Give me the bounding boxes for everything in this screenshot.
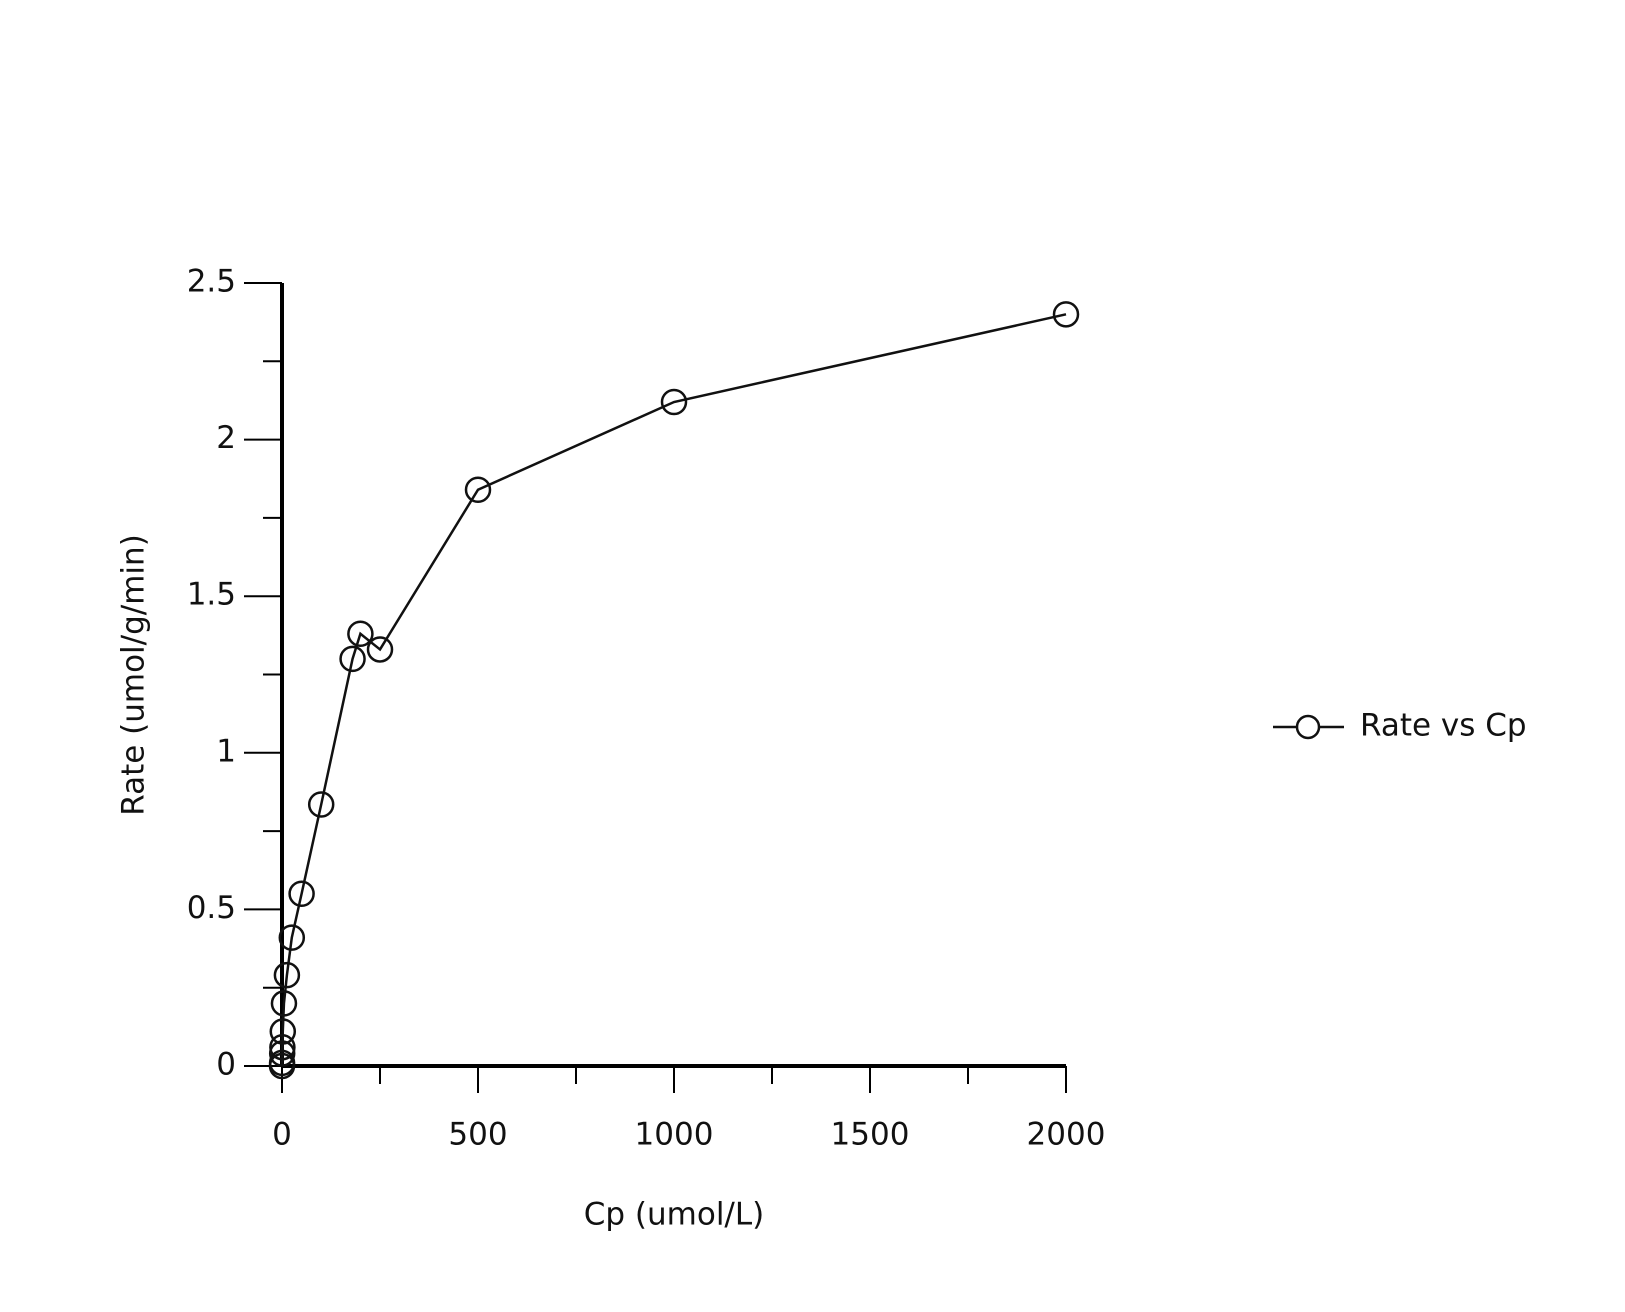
y-tick-label: 2.5	[187, 264, 236, 300]
x-tick-label: 2000	[1027, 1117, 1106, 1153]
y-tick-label: 1.5	[187, 577, 236, 613]
y-tick-label: 0	[216, 1047, 236, 1083]
marker	[268, 1040, 296, 1067]
marker	[278, 924, 306, 951]
marker	[273, 961, 301, 989]
marker	[288, 880, 315, 907]
marker	[1052, 301, 1080, 328]
marker	[347, 620, 374, 648]
marker	[660, 388, 688, 416]
x-tick-label: 1500	[831, 1117, 910, 1153]
x-axis-label: Cp (umol/L)	[584, 1197, 765, 1233]
y-axis-label: Rate (umol/g/min)	[116, 534, 152, 816]
legend-label: Rate vs Cp	[1360, 708, 1527, 744]
y-tick-label: 1	[216, 733, 236, 769]
y-tick-label: 2	[216, 420, 236, 456]
marker	[464, 476, 492, 503]
x-tick-label: 0	[272, 1117, 292, 1153]
marker	[269, 1033, 296, 1061]
y-tick-label: 0.5	[187, 890, 236, 926]
series-line	[280, 313, 1067, 1067]
marker	[270, 990, 298, 1017]
marker	[268, 1049, 296, 1077]
x-tick-label: 500	[448, 1117, 507, 1153]
marker	[307, 791, 335, 818]
marker	[366, 636, 394, 663]
x-tick-label: 1000	[635, 1117, 714, 1153]
legend-marker	[1295, 714, 1321, 740]
marker	[269, 1018, 297, 1045]
marker	[339, 645, 366, 673]
